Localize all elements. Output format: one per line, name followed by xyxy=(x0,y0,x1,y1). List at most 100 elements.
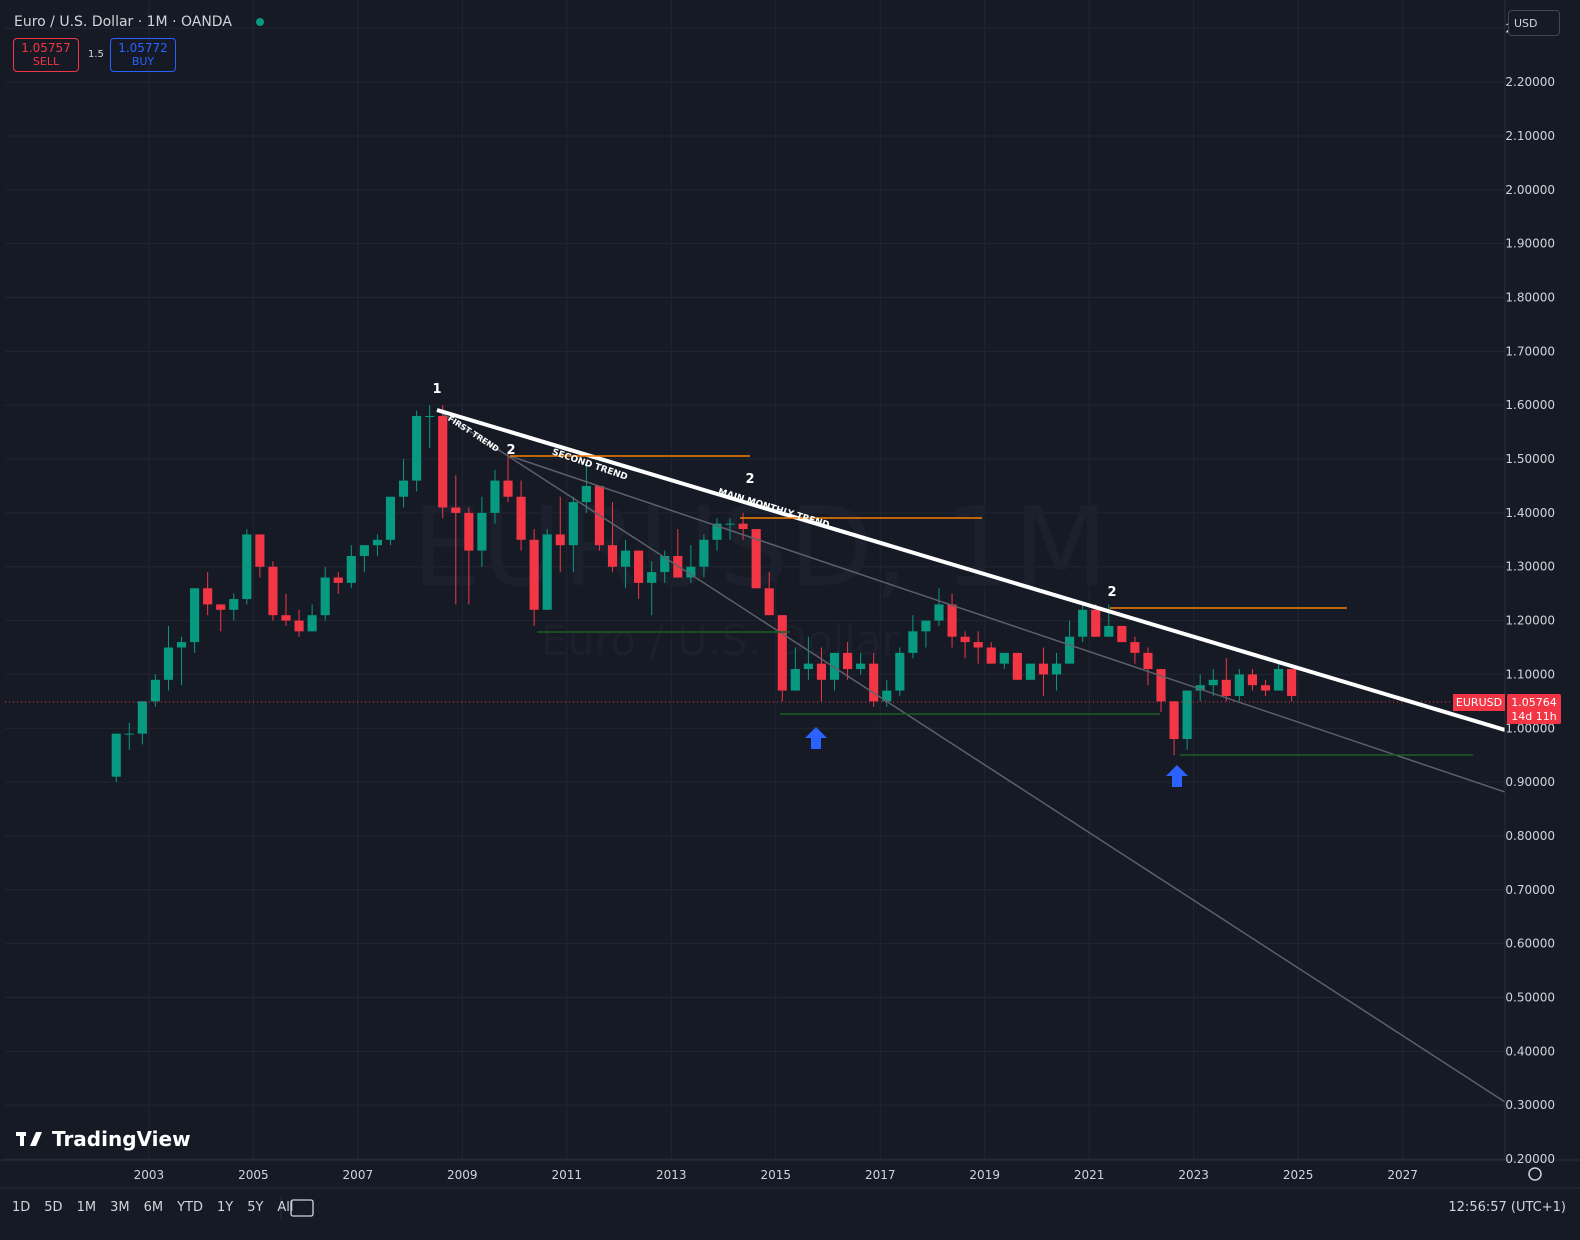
interval-button[interactable]: 6M xyxy=(143,1200,164,1215)
y-tick-label: 1.70000 xyxy=(1505,344,1555,358)
watermark-sub: Euro / U.S. Dollar xyxy=(541,616,900,665)
y-tick-label: 0.30000 xyxy=(1505,1098,1555,1112)
candle-body xyxy=(1078,609,1088,637)
symbol-tag xyxy=(1453,694,1505,711)
candle-body xyxy=(1221,679,1231,696)
sell-button[interactable]: 1.05757 SELL xyxy=(13,38,79,72)
interval-button[interactable]: 5D xyxy=(44,1200,63,1215)
wave-label: 2 xyxy=(745,472,754,487)
interval-button[interactable]: All xyxy=(277,1200,294,1215)
candle-body xyxy=(1025,663,1035,680)
candle-body xyxy=(372,539,382,546)
x-tick-label: 2007 xyxy=(343,1168,374,1182)
last-price: 1.05764 xyxy=(1511,696,1557,709)
y-tick-label: 1.90000 xyxy=(1505,237,1555,251)
x-tick-label: 2025 xyxy=(1283,1168,1314,1182)
candle-body xyxy=(190,588,200,643)
countdown: 14d 11h xyxy=(1511,710,1556,723)
x-tick-label: 2019 xyxy=(969,1168,1000,1182)
candle-body xyxy=(137,701,147,734)
y-tick-label: 0.70000 xyxy=(1505,883,1555,897)
candle-body xyxy=(986,647,996,664)
spread: 1.5 xyxy=(88,49,104,60)
candle-body xyxy=(960,636,970,643)
candle-body xyxy=(1273,669,1284,691)
candle-body xyxy=(725,523,735,525)
candle-body xyxy=(1156,669,1166,702)
interval-button[interactable]: 5Y xyxy=(247,1200,264,1215)
interval-button[interactable]: YTD xyxy=(177,1200,203,1215)
candle-body xyxy=(1012,652,1022,680)
interval-button[interactable]: 1M xyxy=(76,1200,97,1215)
candle-body xyxy=(647,572,657,583)
buy-button[interactable]: 1.05772 BUY xyxy=(110,38,176,72)
price-tag xyxy=(1507,694,1561,724)
currency-button[interactable]: USD xyxy=(1508,10,1560,36)
candle-body xyxy=(1260,685,1271,691)
arrow-up xyxy=(1166,765,1188,787)
axes: 0.20000 0.30000 0.40000 0.50000 0.60000 0.700… xyxy=(134,21,1555,1182)
candle-body xyxy=(921,620,931,632)
candle-body xyxy=(934,604,944,621)
candle-body xyxy=(882,690,892,702)
y-tick-label: 1.50000 xyxy=(1505,452,1555,466)
candle-body xyxy=(607,545,618,567)
candle-body xyxy=(542,534,552,610)
x-tick-label: 2027 xyxy=(1387,1168,1418,1182)
candle-body xyxy=(176,642,187,648)
candle-body xyxy=(869,663,879,702)
date-range-icon[interactable] xyxy=(290,1199,314,1217)
candle-body xyxy=(294,620,304,632)
candle-body xyxy=(777,615,787,691)
candle-body xyxy=(895,652,905,691)
wave-label: 2 xyxy=(506,443,515,458)
candle-body xyxy=(1195,685,1205,691)
sell-label: SELL xyxy=(32,55,60,68)
candle-body xyxy=(1182,690,1192,740)
candle-body xyxy=(660,555,670,573)
candle-body xyxy=(686,566,696,578)
interval-button[interactable]: 1Y xyxy=(216,1200,234,1215)
candle-body xyxy=(581,485,591,503)
x-tick-label: 2009 xyxy=(447,1168,478,1182)
buy-label: BUY xyxy=(131,55,155,68)
x-tick-label: 2015 xyxy=(760,1168,791,1182)
candle-body xyxy=(281,615,291,621)
candle-body xyxy=(1051,663,1062,675)
x-tick-label: 2017 xyxy=(865,1168,896,1182)
y-tick-label: 1.20000 xyxy=(1505,614,1555,628)
y-tick-label: 0.90000 xyxy=(1505,775,1555,789)
candle-body xyxy=(451,507,461,513)
candle-body xyxy=(111,733,121,777)
logo: TradingView xyxy=(52,1127,191,1151)
candle-body xyxy=(425,415,435,417)
main-trend-line xyxy=(436,408,1505,732)
candle-body xyxy=(1038,663,1049,675)
symbol-title: Euro / U.S. Dollar · 1M · OANDA xyxy=(14,14,232,30)
candle-body xyxy=(516,496,526,540)
x-tick-label: 2023 xyxy=(1178,1168,1209,1182)
logo-mark xyxy=(20,1132,24,1146)
interval-button[interactable]: 1D xyxy=(12,1200,31,1215)
x-tick-label: 2003 xyxy=(134,1168,165,1182)
candle-body xyxy=(333,577,343,583)
y-tick-label: 1.80000 xyxy=(1505,291,1555,305)
interval-button[interactable]: 3M xyxy=(110,1200,130,1215)
symbol-tag-text: EURUSD xyxy=(1456,696,1502,709)
candle-body xyxy=(320,577,330,616)
settings-icon[interactable] xyxy=(1528,1167,1542,1181)
status-dot xyxy=(256,18,264,26)
y-tick-label: 1.40000 xyxy=(1505,506,1555,520)
y-tick-label: 2.00000 xyxy=(1505,183,1555,197)
buy-price: 1.05772 xyxy=(118,41,168,55)
x-tick-label: 2005 xyxy=(238,1168,269,1182)
y-tick-label: 1.30000 xyxy=(1505,560,1555,574)
y-tick-label: 2.10000 xyxy=(1505,129,1555,143)
grid xyxy=(5,0,1505,1160)
candle-body xyxy=(477,512,487,551)
y-tick-label: 0.80000 xyxy=(1505,829,1555,843)
interval-bar: 1D 5D 1M 3M 6M YTD 1Y 5Y All xyxy=(12,1200,301,1215)
candle-body xyxy=(1143,652,1153,670)
candle-body xyxy=(620,550,631,567)
candle-body xyxy=(751,529,761,589)
